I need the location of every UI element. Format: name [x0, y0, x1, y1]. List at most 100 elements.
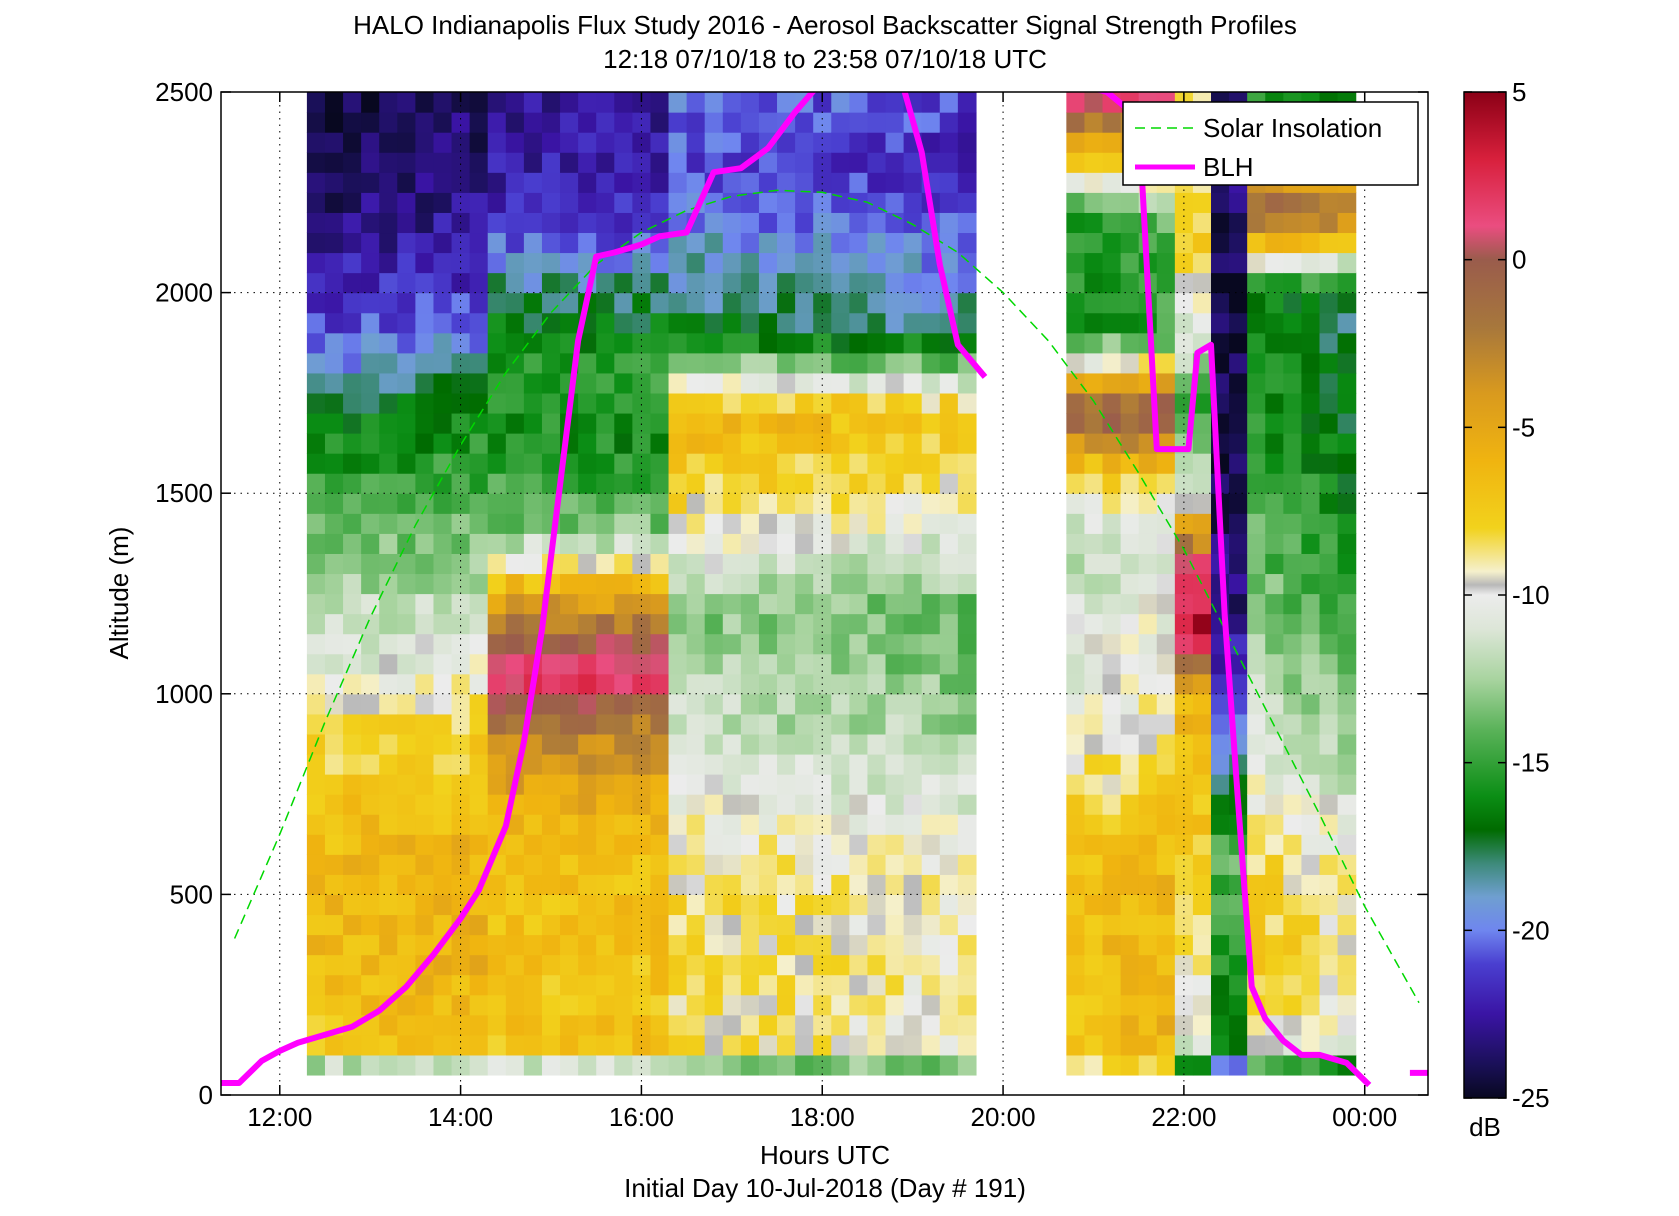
heatmap-cell: [758, 92, 778, 113]
heatmap-cell: [433, 473, 453, 494]
heatmap-cell: [867, 613, 887, 635]
heatmap-cell: [921, 332, 941, 354]
heatmap-cell: [722, 774, 742, 795]
heatmap-cell: [361, 172, 380, 193]
heatmap-cell: [1156, 192, 1176, 213]
heatmap-cell: [849, 453, 869, 474]
heatmap-cell: [758, 533, 778, 554]
heatmap-cell: [343, 553, 362, 575]
heatmap-cell: [1192, 994, 1212, 1016]
heatmap-cell: [777, 774, 796, 795]
heatmap-cell: [505, 252, 525, 274]
heatmap-cell: [650, 392, 670, 414]
heatmap-cell: [957, 513, 977, 534]
heatmap-cell: [921, 753, 941, 775]
heatmap-cell: [831, 352, 850, 374]
heatmap-cell: [1247, 312, 1266, 334]
heatmap-cell: [415, 192, 435, 213]
heatmap-cell: [1211, 673, 1230, 695]
heatmap-cell: [1337, 312, 1357, 334]
heatmap-cell: [939, 854, 959, 875]
heatmap-cell: [433, 733, 453, 755]
heatmap-cell: [578, 774, 597, 795]
heatmap-cell: [867, 954, 887, 976]
heatmap-cell: [1120, 272, 1140, 294]
heatmap-cell: [1247, 352, 1266, 374]
heatmap-cell: [758, 874, 778, 895]
heatmap-cell: [1120, 372, 1140, 394]
heatmap-cell: [867, 232, 887, 254]
heatmap-cell: [632, 774, 652, 795]
heatmap-cell: [1192, 292, 1212, 314]
heatmap-cell: [831, 633, 850, 655]
heatmap-cell: [614, 994, 633, 1016]
chart-title: HALO Indianapolis Flux Study 2016 - Aero…: [353, 10, 1297, 40]
heatmap-cell: [1102, 332, 1122, 354]
heatmap-cell: [379, 232, 398, 254]
heatmap-cell: [1337, 433, 1357, 454]
heatmap-cell: [957, 433, 977, 454]
heatmap-cell: [1283, 753, 1303, 775]
heatmap-cell: [614, 272, 633, 294]
heatmap-cell: [740, 774, 760, 795]
heatmap-cell: [1265, 854, 1284, 875]
heatmap-cell: [361, 653, 380, 675]
heatmap-cell: [939, 513, 959, 534]
heatmap-cell: [306, 553, 326, 575]
heatmap-cell: [578, 132, 597, 153]
heatmap-cell: [939, 473, 959, 494]
heatmap-cell: [758, 774, 778, 795]
heatmap-cell: [1211, 292, 1230, 314]
heatmap-cell: [740, 312, 760, 334]
heatmap-cell: [451, 814, 471, 835]
heatmap-cell: [578, 633, 597, 655]
heatmap-cell: [831, 493, 850, 514]
heatmap-cell: [397, 473, 416, 494]
heatmap-cell: [795, 332, 814, 354]
heatmap-cell: [523, 533, 543, 554]
heatmap-cell: [686, 854, 706, 875]
heatmap-cell: [1211, 994, 1230, 1016]
heatmap-cell: [722, 954, 742, 976]
heatmap-cell: [523, 753, 543, 775]
heatmap-cell: [650, 493, 670, 514]
heatmap-cell: [795, 653, 814, 675]
heatmap-cell: [1301, 533, 1321, 554]
colorbar-tick-label: 0: [1512, 245, 1526, 275]
heatmap-cell: [831, 332, 850, 354]
heatmap-cell: [668, 152, 688, 173]
heatmap-cell: [1319, 212, 1339, 234]
heatmap-cell: [831, 974, 850, 996]
heatmap-cell: [849, 132, 869, 153]
heatmap-cell: [704, 613, 724, 635]
heatmap-cell: [614, 914, 633, 936]
heatmap-cell: [632, 633, 652, 655]
heatmap-cell: [849, 412, 869, 434]
heatmap-cell: [722, 132, 742, 153]
heatmap-cell: [632, 352, 652, 374]
heatmap-cell: [885, 994, 905, 1016]
heatmap-cell: [541, 172, 561, 193]
heatmap-cell: [1084, 593, 1104, 615]
heatmap-cell: [614, 954, 633, 976]
heatmap-cell: [957, 633, 977, 655]
heatmap-cell: [686, 292, 706, 314]
heatmap-cell: [415, 433, 435, 454]
heatmap-cell: [469, 1054, 489, 1076]
heatmap-cell: [505, 854, 525, 875]
heatmap-cell: [813, 352, 832, 374]
heatmap-cell: [324, 814, 344, 835]
heatmap-cell: [650, 1034, 670, 1056]
heatmap-cell: [1102, 934, 1122, 956]
heatmap-cell: [1247, 232, 1266, 254]
heatmap-cell: [306, 914, 326, 936]
heatmap-cell: [957, 192, 977, 213]
heatmap-cell: [849, 633, 869, 655]
heatmap-cell: [722, 653, 742, 675]
heatmap-cell: [560, 272, 579, 294]
heatmap-cell: [903, 733, 923, 755]
heatmap-cell: [686, 132, 706, 153]
heatmap-cell: [1247, 272, 1266, 294]
heatmap-cell: [813, 112, 832, 133]
heatmap-cell: [324, 352, 344, 374]
